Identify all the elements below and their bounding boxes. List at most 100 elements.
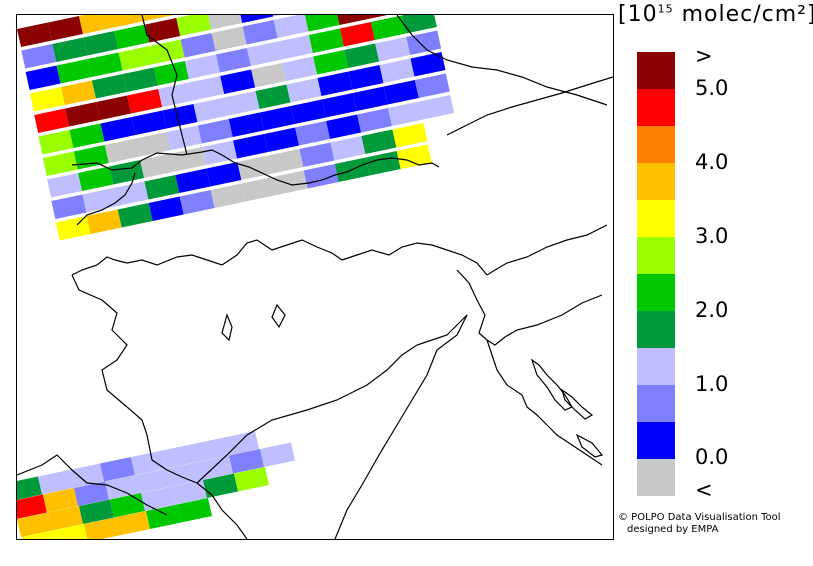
swath-row (29, 15, 437, 112)
swath-pixel (337, 15, 371, 25)
swath-pixel (410, 52, 446, 77)
swath-pixel (148, 196, 184, 221)
swath-pixel (260, 442, 295, 467)
swath-pixel (114, 24, 150, 49)
swath-pixel (264, 127, 300, 152)
swath-pixel (290, 99, 326, 124)
swath-pixel (375, 37, 411, 62)
swath-pixel (127, 89, 163, 114)
swath-pixel (237, 155, 273, 180)
lake-2 (271, 303, 286, 329)
swath-pixel (146, 504, 181, 529)
swath-row (47, 95, 455, 198)
swath-pixel (197, 119, 233, 144)
swath-row (25, 15, 388, 90)
swath-pixel (96, 95, 132, 120)
swath-pixel (339, 22, 375, 47)
swath-pixel (234, 467, 269, 492)
swath-pixel (109, 160, 145, 185)
swath-row (22, 498, 212, 539)
unit-label-text: molec/cm²] (673, 2, 813, 27)
legend-swatch (637, 126, 675, 163)
swath-pixel (52, 37, 88, 62)
swath-pixel (208, 15, 243, 30)
swath-pixel (56, 59, 92, 84)
swath-pixel (277, 35, 313, 60)
swath-pixel (21, 44, 57, 69)
legend-swatch (637, 274, 675, 311)
swath-pixel (193, 97, 229, 122)
credits: © POLPO Data Visualisation Tool designed… (618, 512, 781, 536)
swath-pixel (162, 444, 197, 469)
swath-pixel (419, 95, 455, 120)
swath-pixel (233, 134, 269, 159)
legend-swatch (637, 348, 675, 385)
swath-row (17, 467, 269, 537)
swiss-north-border (76, 172, 136, 226)
swath-pixel (87, 52, 123, 77)
swath-pixel (145, 18, 181, 43)
legend-tick-label: 4.0 (695, 150, 729, 174)
swath-pixel (303, 164, 339, 189)
swath-pixel (228, 112, 264, 137)
credits-line-2: designed by EMPA (627, 524, 719, 535)
swath-pixel (105, 475, 140, 500)
legend-swatch (637, 422, 675, 459)
alps-border (71, 149, 440, 186)
swath-pixel (74, 481, 109, 506)
legend-swatch (637, 200, 675, 237)
swath-pixel (43, 488, 78, 513)
unit-label-prefix: [10 (618, 2, 658, 27)
swath-pixel (383, 80, 419, 105)
swath-pixel (272, 170, 308, 195)
swath-pixel (104, 138, 140, 163)
island-2 (560, 388, 594, 420)
croatia-coast (486, 339, 603, 466)
swath-pixel (79, 15, 114, 34)
swath-pixel (370, 15, 406, 40)
swath-pixel (113, 181, 149, 206)
swath-row (38, 52, 446, 155)
swath-pixel (48, 16, 83, 41)
credits-line-1: © POLPO Data Visualisation Tool (618, 512, 781, 523)
swath-pixel (111, 15, 145, 28)
color-legend (637, 52, 675, 496)
lake-1 (221, 313, 233, 342)
swath-pixel (241, 177, 277, 202)
swath-pixel (158, 82, 194, 107)
austria-east-border (486, 224, 608, 276)
legend-swatch (637, 89, 675, 126)
swath-pixel (131, 450, 166, 475)
unit-exponent: 15 (657, 2, 674, 16)
swath-pixel (330, 136, 366, 161)
swath-pixel (177, 498, 212, 523)
legend-tick-label: 5.0 (695, 76, 729, 100)
island-3 (575, 433, 604, 458)
swath-pixel (396, 144, 432, 169)
adriatic-coast (334, 314, 468, 539)
swath-pixel (357, 108, 393, 133)
map-panel[interactable] (16, 14, 614, 540)
tyrrhenian-coast (196, 482, 248, 539)
swath-pixel (401, 15, 437, 34)
swath-pixel (313, 50, 349, 75)
swath-row (34, 30, 442, 133)
swath-pixel (224, 91, 260, 116)
swath-pixel (175, 168, 211, 193)
island-1 (530, 358, 573, 411)
map-canvas[interactable] (17, 15, 613, 539)
swath-pixel (166, 125, 202, 150)
swath-pixel (317, 71, 353, 96)
swath-pixel (78, 166, 114, 191)
country-borders (17, 15, 613, 539)
swath-pixel (162, 104, 198, 129)
swath-pixel (255, 84, 291, 109)
swath-pixel (69, 463, 104, 488)
swath-pixel (136, 468, 171, 493)
swath-pixel (180, 33, 216, 58)
legend-tick-label: > (695, 44, 713, 68)
italy-coast (196, 314, 468, 484)
legend-tick-label: 3.0 (695, 224, 729, 248)
france-border (17, 454, 168, 516)
swath-pixel (122, 67, 158, 92)
